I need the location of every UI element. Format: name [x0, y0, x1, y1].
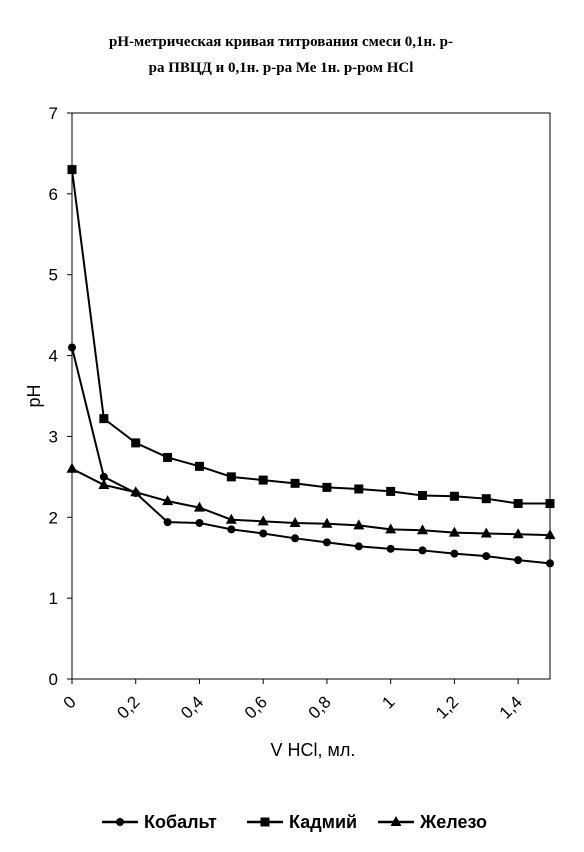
y-tick-label: 6 — [49, 185, 58, 204]
x-tick-label: 0,6 — [241, 692, 271, 722]
data-point — [66, 462, 78, 473]
data-point — [321, 517, 333, 528]
data-point — [353, 519, 365, 530]
data-point — [193, 501, 205, 512]
data-point — [385, 523, 397, 534]
data-point — [194, 461, 204, 471]
legend-label: Кадмий — [289, 812, 357, 832]
x-tick-label: 0,8 — [305, 692, 335, 722]
chart-title-line-2: ра ПВЦД и 0,1н. р-ра Ме 1н. р-ром HCl — [149, 60, 414, 76]
series-line — [71, 169, 550, 505]
x-tick-label: 0,2 — [113, 692, 143, 722]
data-point — [512, 528, 524, 539]
data-point — [480, 527, 492, 538]
data-point — [449, 491, 459, 501]
data-point — [450, 549, 459, 558]
series-circle — [68, 343, 554, 568]
data-point — [418, 546, 427, 555]
series-line — [71, 467, 551, 537]
legend-item: Железо — [378, 812, 487, 832]
data-point — [546, 559, 554, 568]
data-point — [116, 818, 124, 826]
series-triangle — [66, 462, 556, 540]
series-layer — [66, 165, 556, 568]
legend-label: Железо — [419, 812, 487, 832]
data-point — [544, 529, 556, 540]
data-point — [290, 478, 300, 488]
legend: Кобальт Кадмий Железо — [102, 812, 487, 832]
data-point — [354, 542, 363, 551]
legend-item: Кобальт — [102, 812, 217, 832]
data-point — [390, 816, 402, 826]
plot-area — [71, 112, 551, 680]
data-point — [227, 525, 236, 534]
data-point — [99, 472, 108, 481]
y-tick-label: 0 — [49, 670, 58, 689]
data-point — [386, 486, 396, 496]
data-point — [130, 486, 142, 497]
data-point — [99, 414, 109, 424]
legend-item: Кадмий — [247, 812, 357, 832]
data-point — [226, 472, 236, 482]
x-tick-label: 1 — [378, 692, 398, 712]
y-tick-label: 5 — [49, 266, 58, 285]
data-point — [98, 478, 110, 489]
x-axis: 0 0,2 0,4 0,6 0,8 1 1,2 1,4 — [60, 679, 526, 723]
chart-title-line-1: рН-метрическая кривая титрования смеси 0… — [109, 34, 453, 50]
data-point — [131, 438, 141, 448]
y-tick-label: 3 — [49, 427, 58, 446]
data-point — [68, 343, 76, 352]
data-point — [259, 529, 268, 538]
data-point — [289, 516, 301, 527]
data-point — [418, 490, 428, 500]
data-point — [386, 544, 395, 553]
data-point — [482, 552, 491, 561]
x-tick-label: 0,4 — [177, 692, 207, 722]
data-point — [162, 495, 174, 506]
data-point — [225, 513, 237, 524]
y-tick-label: 1 — [49, 589, 58, 608]
data-point — [513, 499, 523, 509]
x-tick-label: 0 — [60, 692, 80, 712]
data-point — [195, 518, 204, 527]
x-axis-label: V HCl, мл. — [271, 740, 356, 760]
data-point — [67, 165, 77, 175]
data-point — [258, 475, 268, 485]
data-point — [448, 526, 460, 537]
y-tick-label: 7 — [49, 104, 58, 123]
y-tick-label: 4 — [49, 347, 58, 366]
y-tick-label: 2 — [49, 508, 58, 527]
legend-label: Кобальт — [144, 812, 217, 832]
data-point — [322, 482, 332, 492]
data-point — [322, 538, 331, 547]
y-axis: 0 1 2 3 4 5 6 7 — [49, 104, 72, 689]
data-point — [257, 515, 269, 526]
data-point — [354, 484, 364, 494]
data-point — [417, 524, 429, 535]
series-square — [67, 165, 555, 509]
series-line — [71, 347, 551, 565]
data-point — [514, 556, 523, 565]
y-axis-label: pH — [24, 384, 44, 407]
data-point — [163, 518, 172, 527]
x-tick-label: 1,2 — [432, 692, 462, 722]
x-tick-label: 1,4 — [496, 692, 526, 722]
data-point — [545, 499, 555, 509]
data-point — [291, 534, 300, 543]
data-point — [163, 452, 173, 462]
data-point — [260, 817, 270, 827]
data-point — [481, 494, 491, 504]
